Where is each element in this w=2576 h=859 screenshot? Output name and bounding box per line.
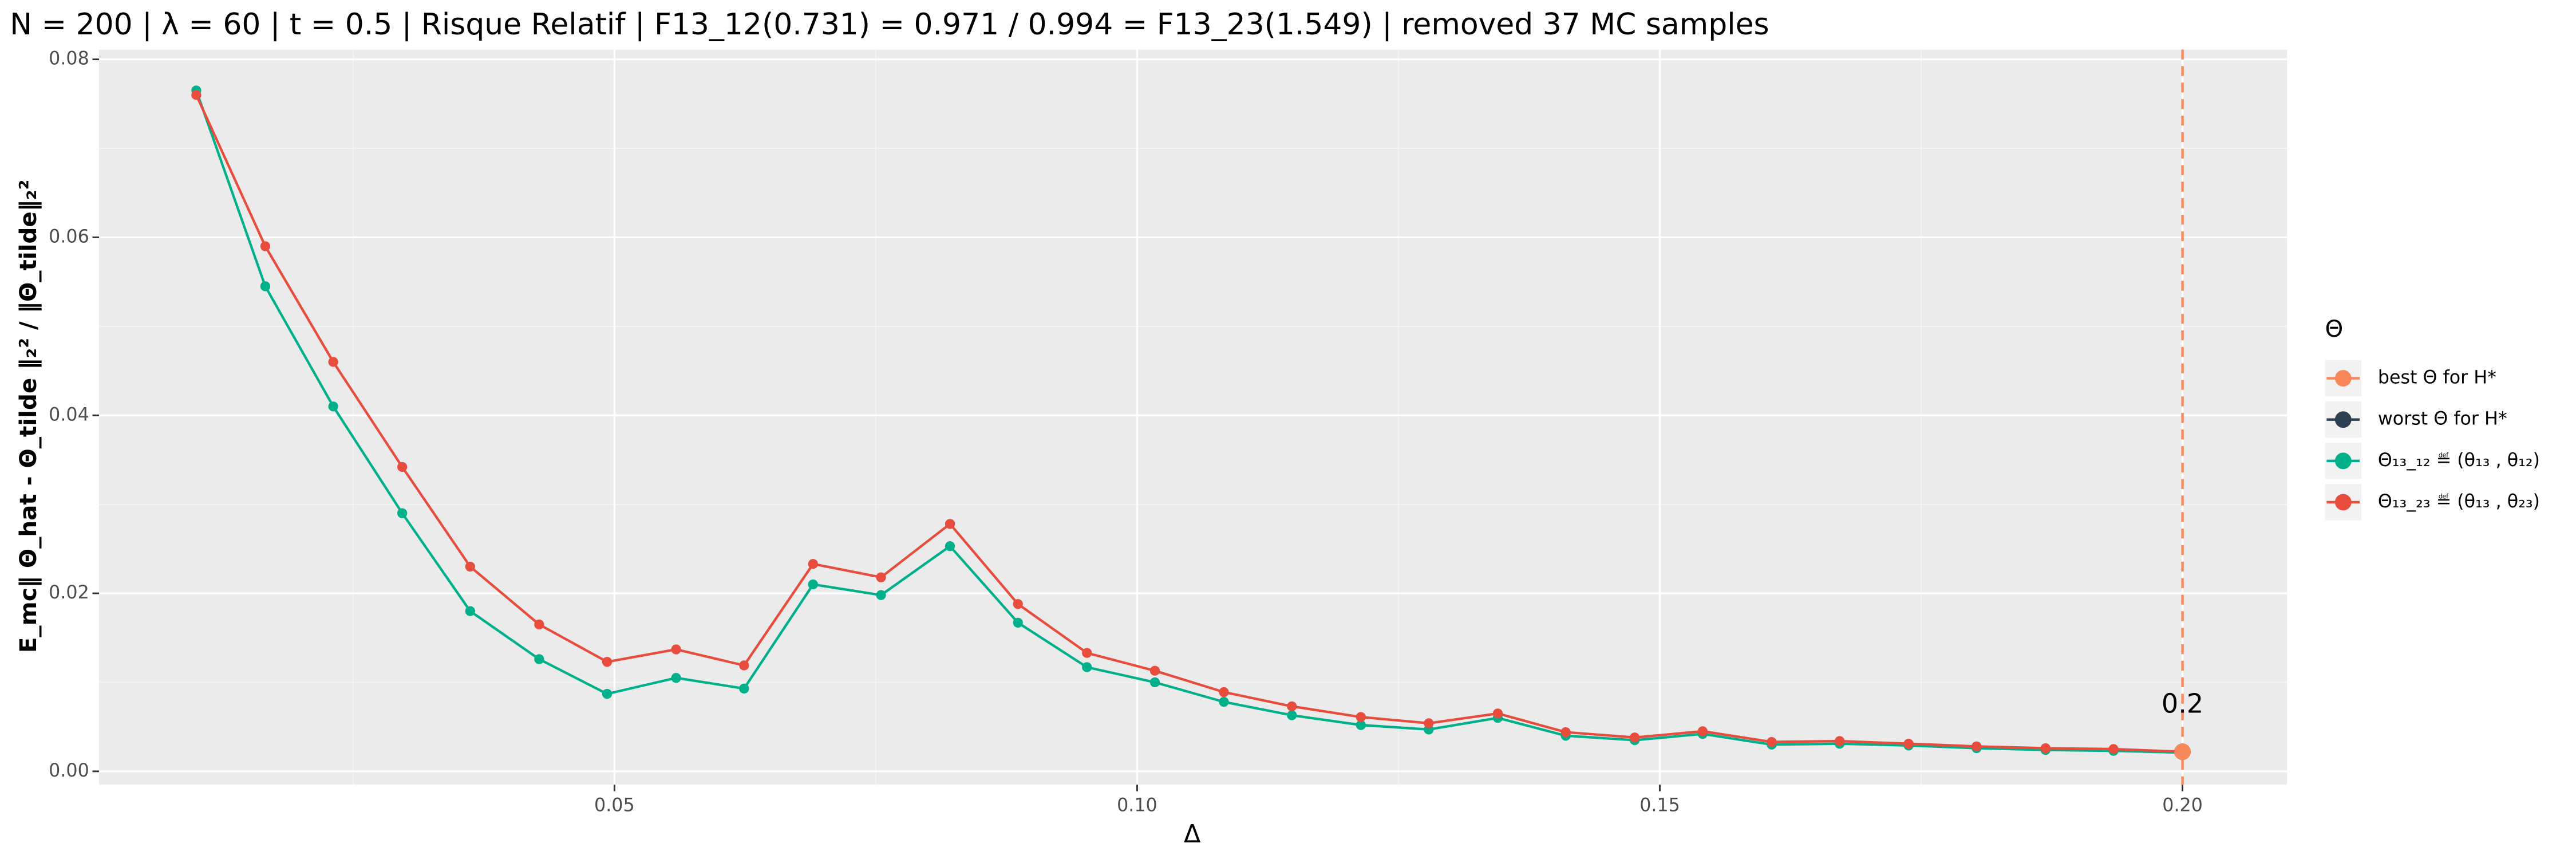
point [328, 401, 338, 412]
point [1287, 701, 1297, 712]
point [1630, 732, 1640, 743]
point [465, 561, 476, 572]
point [1356, 720, 1366, 730]
legend-dot [2334, 370, 2352, 387]
point [1560, 727, 1571, 738]
point [1971, 741, 1982, 752]
point [876, 572, 886, 582]
point [1903, 739, 1914, 749]
point [260, 281, 271, 291]
point [739, 683, 749, 694]
point [602, 689, 613, 699]
point [945, 519, 955, 529]
point [876, 590, 886, 600]
x-tick-label: 0.15 [1639, 795, 1680, 816]
x-tick-label: 0.20 [2162, 795, 2203, 816]
point [2108, 744, 2119, 754]
point [397, 462, 408, 472]
point [260, 241, 271, 251]
legend-label: Θ₁₃_₂₃ ≝ (θ₁₃ , θ₂₃) [2378, 491, 2540, 512]
point [1356, 712, 1366, 722]
point [191, 90, 202, 100]
point [534, 619, 544, 630]
point [397, 508, 408, 518]
point [1834, 736, 1845, 746]
legend-dot [2334, 411, 2352, 428]
legend-label: best Θ for H* [2378, 368, 2496, 388]
line [195, 94, 2183, 753]
annotation: 0.2 [2162, 688, 2203, 719]
point [1082, 648, 1092, 658]
point [1013, 617, 1023, 628]
point [1424, 718, 1434, 728]
point [739, 660, 749, 671]
y-tick-label: 0.08 [49, 49, 89, 69]
point [1767, 736, 1777, 747]
point [2040, 743, 2051, 754]
y-tick-label: 0.00 [49, 761, 89, 781]
point [945, 541, 955, 551]
point [808, 559, 818, 569]
point [1219, 687, 1229, 698]
y-tick-label: 0.06 [49, 226, 89, 247]
legend-label: worst Θ for H* [2378, 409, 2507, 430]
point [1013, 599, 1023, 609]
y-axis-label: E_mc‖ Θ_hat - Θ_tilde ‖₂² / ‖Θ_tilde‖₂² [15, 180, 42, 653]
chart-title: N = 200 | λ = 60 | t = 0.5 | Risque Rela… [10, 7, 1769, 42]
legend-label: Θ₁₃_₁₂ ≝ (θ₁₃ , θ₁₂) [2378, 450, 2540, 471]
y-tick-label: 0.02 [49, 582, 89, 603]
point [1149, 665, 1160, 676]
point [602, 657, 613, 667]
point [808, 579, 818, 590]
point [465, 606, 476, 616]
panel [99, 49, 2287, 785]
point [671, 673, 681, 683]
line [195, 90, 2183, 754]
point [1492, 708, 1503, 719]
point [1149, 677, 1160, 688]
legend-dot [2334, 494, 2352, 511]
point [1219, 697, 1229, 707]
legend-dot [2334, 452, 2352, 470]
point [1287, 710, 1297, 720]
highlight-point [2174, 743, 2191, 761]
point [671, 644, 681, 655]
point [328, 357, 338, 367]
point [1697, 726, 1708, 736]
point [1082, 662, 1092, 672]
y-tick-label: 0.04 [49, 404, 89, 425]
x-tick-label: 0.10 [1117, 795, 1157, 816]
legend-title: Θ [2325, 316, 2344, 342]
point [534, 654, 544, 664]
x-axis-label: Δ [1184, 820, 1201, 849]
x-tick-label: 0.05 [594, 795, 635, 816]
